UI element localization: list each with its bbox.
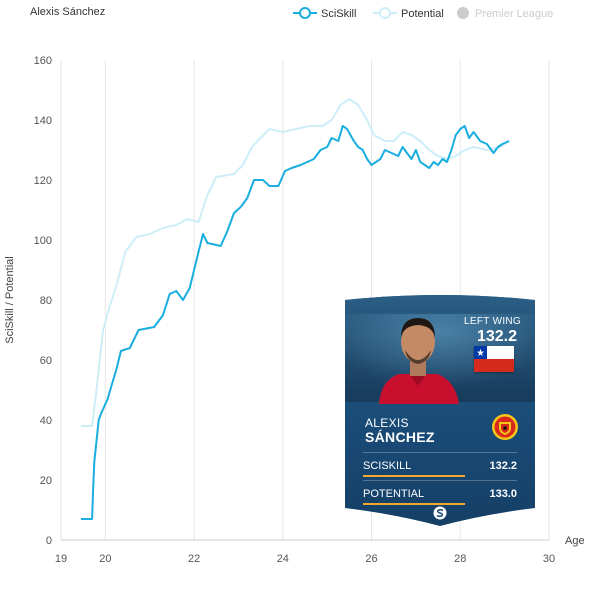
x-axis: 19 20 22 24 26 28 30 [55, 553, 555, 565]
stat-bar [363, 503, 465, 505]
y-tick-label: 60 [40, 355, 52, 367]
x-tick-label: 28 [454, 553, 466, 565]
stat-label: POTENTIAL [363, 488, 425, 500]
x-tick-label: 22 [188, 553, 200, 565]
legend-item-premier-league[interactable]: Premier League [457, 7, 553, 20]
chile-flag-icon [474, 346, 514, 372]
x-tick-label: 30 [543, 553, 555, 565]
card-position: LEFT WING [464, 316, 521, 327]
legend[interactable]: SciSkill Potential Premier League [293, 7, 553, 20]
stat-row-sciskill: SCISKILL 132.2 [363, 452, 517, 478]
sciskill-logo-icon [433, 506, 447, 520]
stat-row-potential: POTENTIAL 133.0 [363, 480, 517, 506]
card-first-name: ALEXIS [365, 416, 409, 430]
stat-bar [363, 475, 465, 477]
x-tick-label: 19 [55, 553, 67, 565]
y-axis-title: SciSkill / Potential [4, 256, 16, 343]
x-tick-label: 24 [277, 553, 289, 565]
manchester-united-crest-icon [492, 414, 518, 440]
stat-label: SCISKILL [363, 460, 412, 472]
legend-item-sciskill[interactable]: SciSkill [293, 7, 356, 20]
legend-item-potential[interactable]: Potential [373, 7, 444, 20]
y-tick-label: 140 [34, 115, 52, 127]
x-axis-title: Age [565, 535, 585, 547]
x-tick-label: 20 [99, 553, 111, 565]
series-line-sciskill [81, 125, 510, 520]
series-layer [81, 98, 510, 520]
legend-marker [379, 7, 391, 19]
y-tick-label: 100 [34, 235, 52, 247]
legend-label: Potential [401, 8, 444, 20]
y-tick-label: 20 [40, 475, 52, 487]
y-axis: 0 20 40 60 80 100 120 140 160 [34, 55, 52, 547]
y-tick-label: 40 [40, 415, 52, 427]
player-photo [379, 318, 459, 404]
y-tick-label: 120 [34, 175, 52, 187]
player-card[interactable]: LEFT WING 132.2 ALEXIS SÁNCHEZ SCISKILL … [345, 294, 535, 526]
y-tick-label: 160 [34, 55, 52, 67]
stat-value: 132.2 [489, 460, 517, 472]
stat-divider [363, 480, 517, 481]
stat-value: 133.0 [489, 488, 517, 500]
series-line-potential [81, 98, 510, 427]
legend-marker [457, 7, 469, 19]
stat-divider [363, 452, 517, 453]
chart-title: Alexis Sánchez [30, 6, 105, 18]
card-score: 132.2 [476, 328, 517, 345]
y-tick-label: 0 [46, 535, 52, 547]
legend-marker [299, 7, 311, 19]
legend-label: SciSkill [321, 8, 356, 20]
card-last-name: SÁNCHEZ [365, 429, 435, 445]
y-tick-label: 80 [40, 295, 52, 307]
legend-label: Premier League [475, 8, 553, 20]
x-tick-label: 26 [365, 553, 377, 565]
